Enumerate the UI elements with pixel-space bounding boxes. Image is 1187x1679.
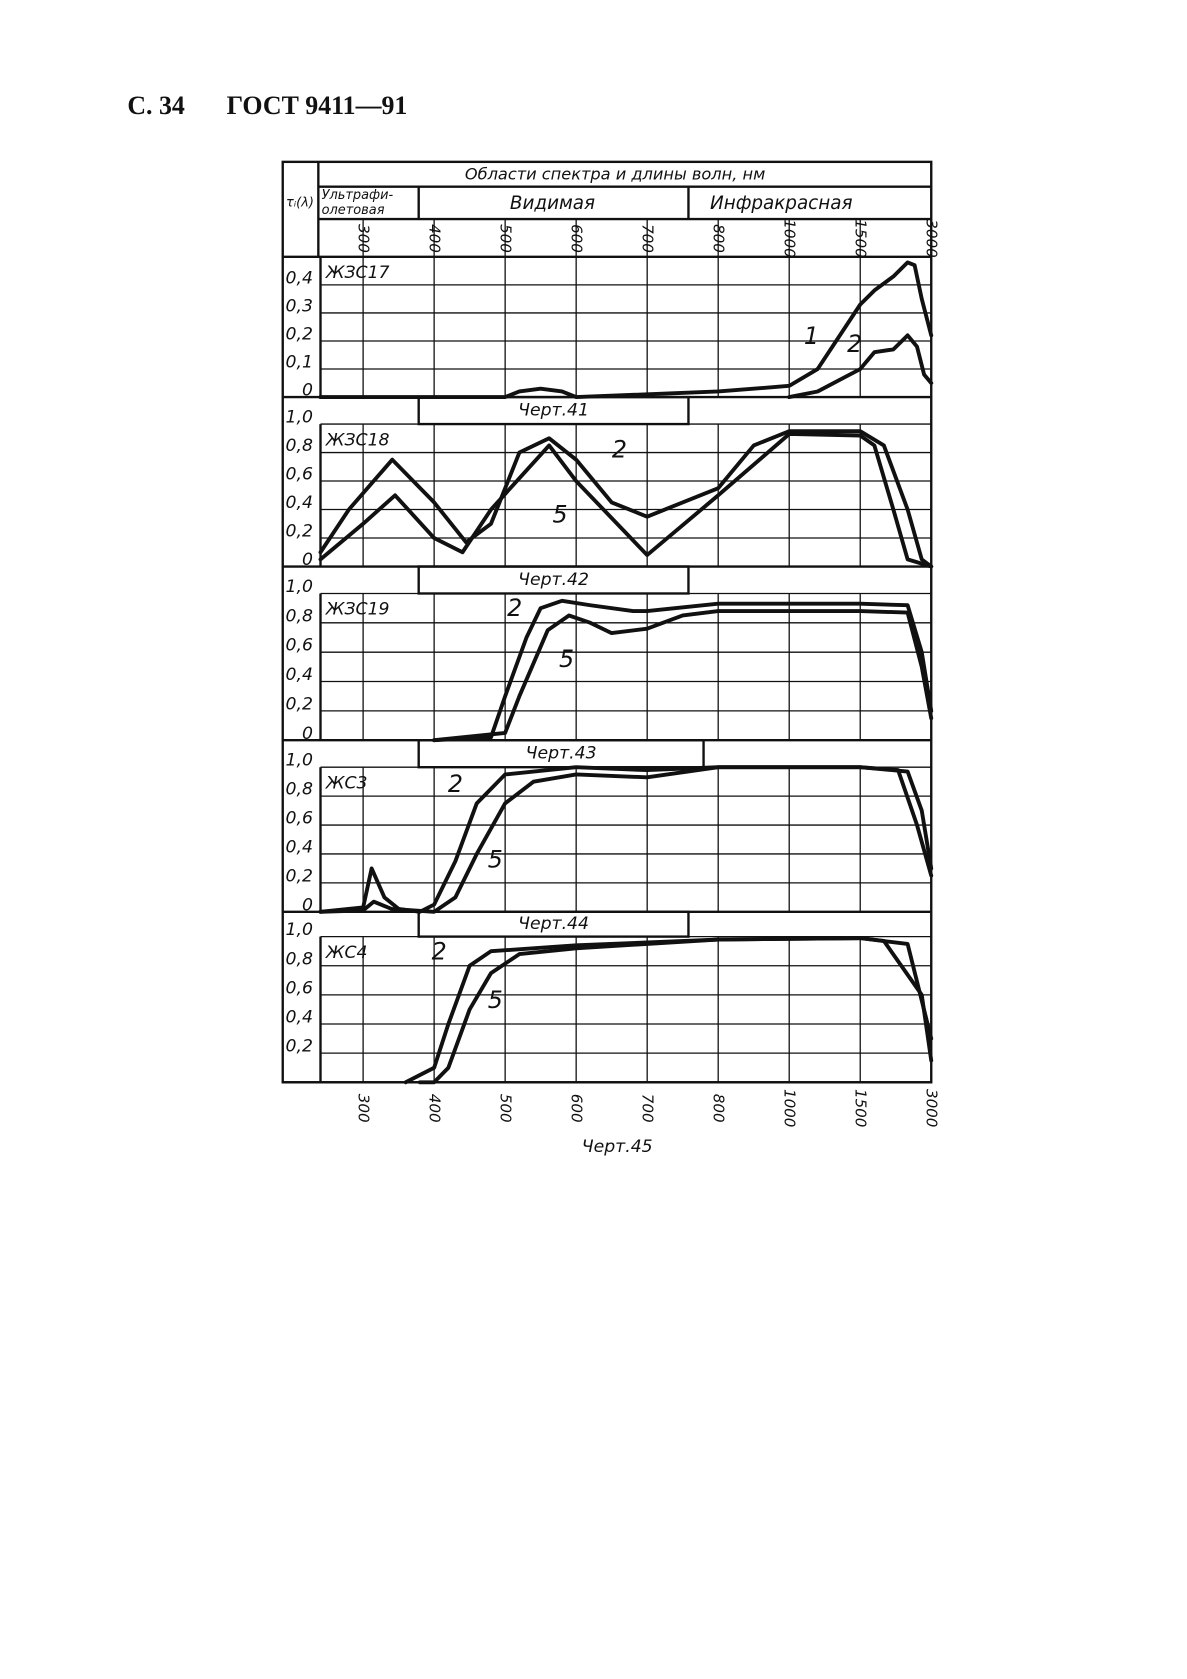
y-tick-label: 0,2 [286,522,313,542]
y-tick-label: 0 [302,550,313,570]
y-tick-label: 0,4 [286,268,313,288]
x-tick-label: 300 [355,1094,373,1123]
chart-title: ЖС3 [325,773,368,793]
chart-title: ЖС4 [325,943,368,963]
chart-title: ЖЗС17 [325,263,390,283]
x-tick-label: 500 [497,224,515,253]
x-tick-label: 700 [639,224,657,253]
curve-label: 5 [552,500,567,528]
x-tick-label: 1500 [852,219,870,257]
y-tick-label: 0,6 [286,465,313,485]
y-tick-label: 0 [302,724,313,744]
y-tick-label: 0,2 [286,1037,313,1057]
curve-label: 2 [432,937,447,965]
region-label: Ультрафи- [322,188,394,203]
curve [787,333,934,400]
y-tick-label: 0,2 [286,325,313,345]
y-tick-label: 0,6 [286,809,313,829]
curve-label: 5 [559,645,574,673]
curve [318,429,934,569]
y-tick-label: 0,8 [286,606,313,626]
x-tick-label: 3000 [923,1089,941,1127]
y-tick-label: 0,8 [286,780,313,800]
y-tick-label: 0,4 [286,1008,313,1028]
curve [432,598,934,743]
page-number: С. 34 [127,91,185,120]
chart-title: ЖЗС18 [325,430,390,450]
y-tick-label: 0,6 [286,978,313,998]
caption: Черт.43 [526,744,597,764]
y-tick-label: 0,4 [286,837,313,857]
y-tick-label: 1,0 [286,408,313,428]
x-tick-label: 600 [568,1094,586,1123]
caption: Черт.44 [518,914,589,934]
x-tick-label: 3000 [923,219,941,257]
curve [403,936,934,1085]
x-tick-label: 1000 [781,1089,799,1127]
x-tick-label: 400 [426,224,444,253]
curve-label: 2 [847,330,862,358]
y-tick-label: 0,2 [286,866,313,886]
x-tick-label: 500 [497,1094,515,1123]
curve [318,432,934,569]
x-tick-label: 300 [355,224,373,253]
region-label: Видимая [510,193,595,214]
y-tick-label: 0,4 [286,493,313,513]
x-tick-label: 1000 [781,219,799,257]
x-tick-label: 700 [639,1094,657,1123]
y-axis-label: τᵢ(λ) [286,195,314,210]
y-tick-label: 0 [302,381,313,401]
table-title: Области спектра и длины волн, нм [465,164,765,183]
y-tick-label: 0,6 [286,636,313,656]
curve [318,765,934,914]
y-tick-label: 0,1 [286,353,313,373]
y-tick-label: 1,0 [286,577,313,597]
x-tick-label: 400 [426,1094,444,1123]
y-tick-label: 1,0 [286,751,313,771]
curve-label: 1 [804,322,819,350]
region-label: Инфракрасная [710,193,852,214]
x-tick-label: 600 [568,224,586,253]
region-label: олетовая [322,203,385,218]
curve-label: 2 [507,594,522,622]
chart-title: ЖЗС19 [325,600,390,620]
y-tick-label: 0,8 [286,949,313,969]
curve-label: 5 [488,986,503,1014]
y-tick-label: 1,0 [286,920,313,940]
x-tick-label: 800 [710,1094,728,1123]
x-tick-label: 1500 [852,1089,870,1127]
y-tick-label: 0,4 [286,665,313,685]
caption: Черт.41 [518,401,589,421]
x-tick-label: 800 [710,224,728,253]
curve-label: 2 [612,436,627,464]
curve [417,936,934,1085]
curve [318,765,934,914]
curve-label: 2 [448,770,463,798]
y-tick-label: 0 [302,895,313,915]
standard-number: ГОСТ 9411—91 [227,91,408,120]
y-tick-label: 0,3 [286,296,313,316]
curve-label: 5 [488,846,503,874]
y-tick-label: 0,8 [286,436,313,456]
caption: Черт.42 [518,570,589,590]
y-tick-label: 0,2 [286,694,313,714]
curve [318,260,934,400]
curve [432,609,934,743]
caption: Черт.45 [582,1137,653,1157]
